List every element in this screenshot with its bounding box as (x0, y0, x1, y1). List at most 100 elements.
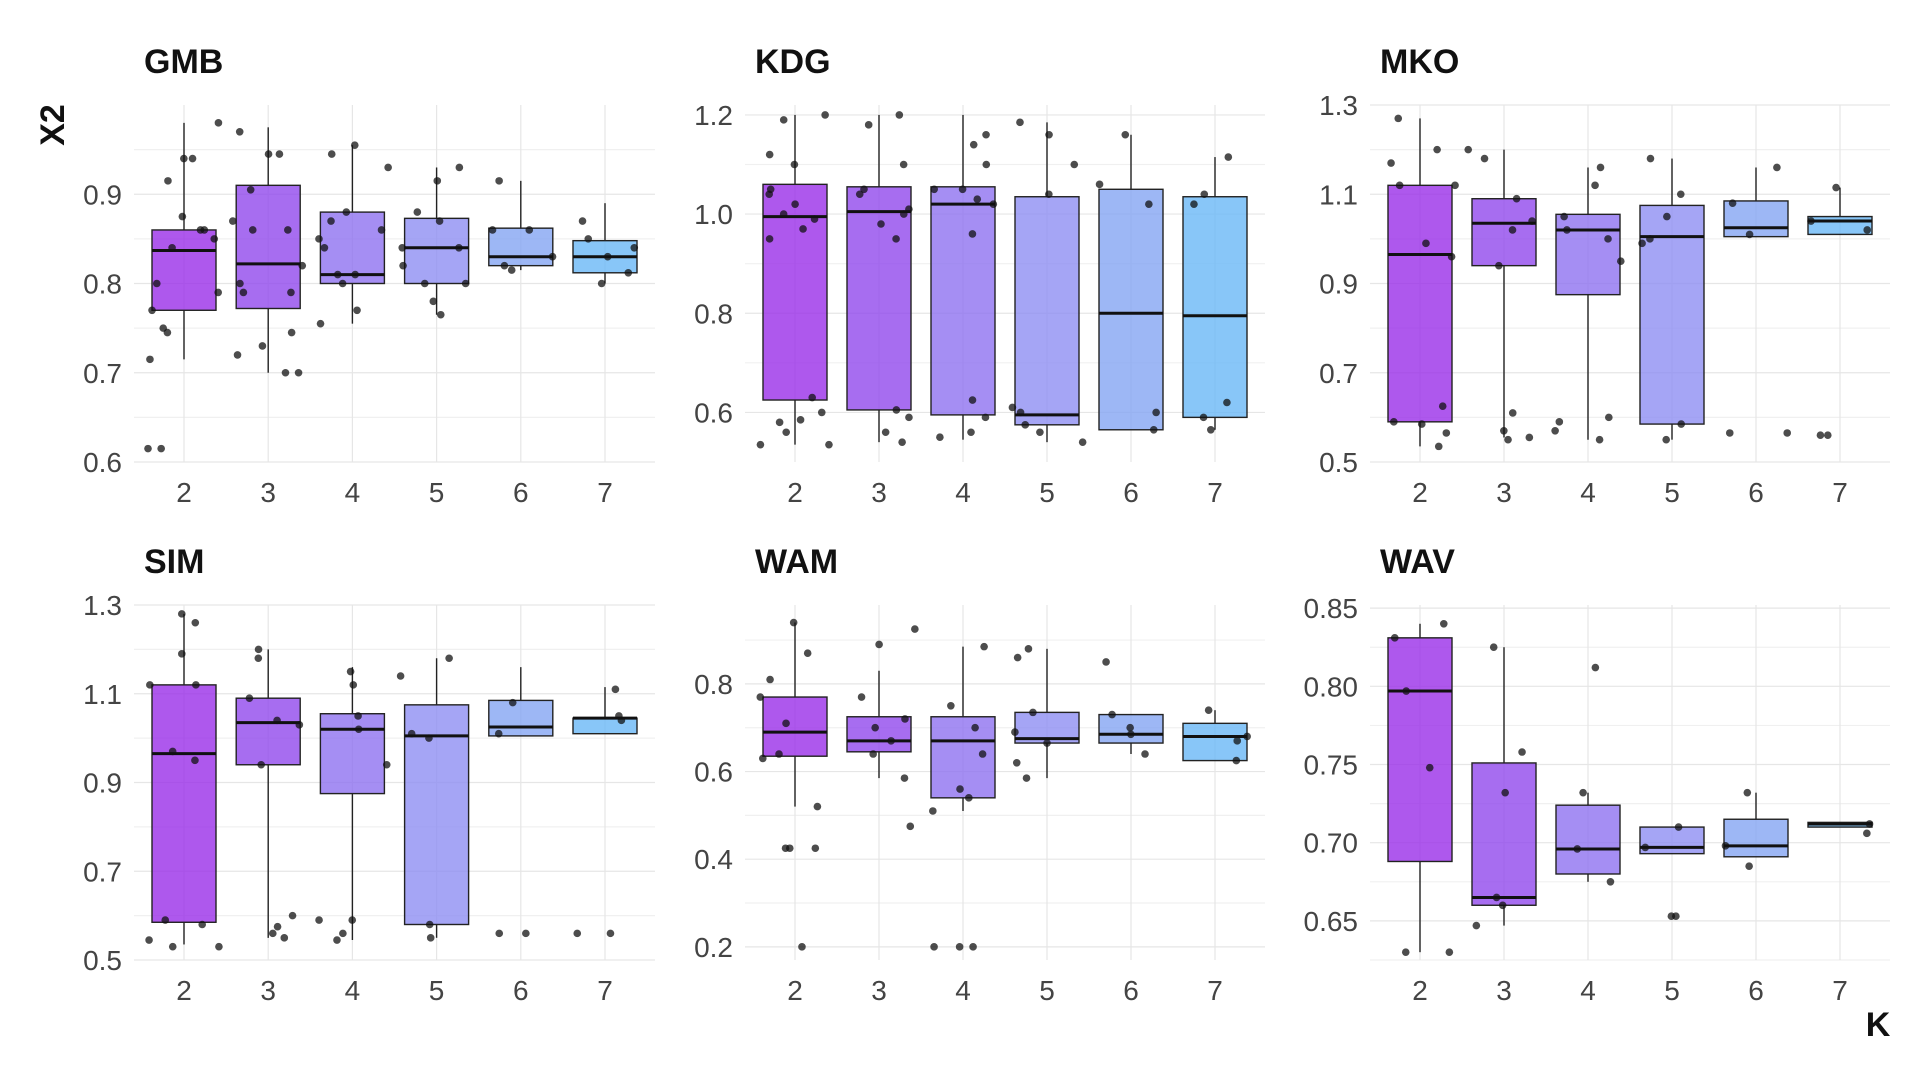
data-point (407, 729, 416, 738)
data-point (146, 681, 154, 689)
y-tick-label: 1.3 (83, 590, 122, 621)
data-point (354, 725, 363, 734)
data-point (146, 355, 154, 364)
data-point (1022, 774, 1031, 782)
box-2 (1387, 637, 1453, 863)
x-tick-label: 2 (1412, 477, 1428, 508)
data-point (789, 618, 798, 627)
data-point (1200, 190, 1209, 199)
box-4 (930, 716, 996, 799)
data-point (426, 934, 435, 942)
data-point (1646, 235, 1654, 243)
data-point (348, 916, 357, 924)
box-3 (235, 184, 301, 310)
data-point (1204, 706, 1213, 714)
data-point (1807, 217, 1815, 225)
data-point (869, 750, 877, 758)
x-tick-label: 7 (1207, 975, 1223, 1006)
x-tick-label: 6 (1123, 975, 1139, 1006)
data-point (825, 440, 833, 449)
data-point (164, 177, 172, 185)
y-tick-label: 0.8 (83, 269, 122, 300)
box-4 (1555, 804, 1621, 875)
data-point (1743, 788, 1752, 797)
y-tick-label: 1.1 (83, 679, 122, 710)
data-point (1029, 708, 1037, 717)
data-point (967, 428, 975, 437)
y-tick-label: 0.80 (1304, 671, 1359, 702)
data-point (1816, 431, 1825, 440)
data-point (1190, 200, 1198, 208)
box-7 (1807, 215, 1873, 236)
data-point (191, 618, 200, 627)
data-point (353, 306, 361, 315)
data-point (214, 288, 222, 297)
data-point (982, 160, 991, 169)
data-point (455, 244, 463, 252)
data-point (215, 942, 223, 951)
x-tick-label: 4 (1580, 975, 1596, 1006)
data-point (525, 226, 534, 234)
x-tick-label: 6 (1748, 975, 1764, 1006)
data-point (855, 190, 864, 199)
data-point (264, 150, 273, 158)
x-tick-label: 3 (871, 975, 887, 1006)
data-point (384, 163, 392, 172)
data-point (192, 681, 200, 689)
data-point (1422, 239, 1430, 248)
y-tick-label: 0.6 (694, 757, 733, 788)
data-point (1480, 154, 1489, 163)
data-point (901, 715, 909, 723)
data-point (790, 160, 799, 169)
data-point (235, 127, 244, 136)
data-point (965, 794, 973, 802)
data-point (342, 208, 351, 216)
data-point (1508, 409, 1517, 417)
data-point (759, 754, 767, 763)
data-point (1445, 948, 1454, 956)
data-point (399, 261, 407, 270)
box-3 (846, 716, 912, 753)
data-point (1141, 750, 1149, 758)
data-point (899, 210, 908, 218)
box-7 (572, 717, 638, 735)
box-6 (1723, 818, 1789, 858)
data-point (1108, 710, 1116, 719)
x-tick-label: 5 (429, 975, 445, 1006)
data-point (315, 235, 323, 243)
data-point (1045, 130, 1053, 139)
y-axis-title: X2 (34, 104, 72, 146)
x-tick-label: 6 (513, 477, 529, 508)
data-point (1667, 912, 1676, 921)
data-point (1394, 114, 1403, 123)
data-point (287, 328, 296, 337)
data-point (295, 721, 304, 729)
data-point (1641, 843, 1650, 852)
x-tick-label: 2 (787, 975, 803, 1006)
data-point (144, 444, 152, 453)
y-tick-label: 0.9 (1319, 269, 1358, 300)
data-point (333, 936, 341, 944)
data-point (1008, 403, 1017, 412)
data-point (1439, 619, 1448, 628)
x-tick-label: 2 (787, 477, 803, 508)
box-7 (1182, 196, 1248, 419)
data-point (214, 119, 223, 127)
box-4 (930, 186, 996, 416)
data-point (1863, 226, 1871, 234)
data-point (420, 279, 429, 288)
data-point (603, 252, 612, 261)
data-point (892, 235, 900, 243)
data-point (968, 230, 977, 238)
data-point (956, 785, 964, 793)
data-point (968, 396, 977, 404)
data-point (779, 116, 788, 124)
y-tick-label: 0.9 (83, 179, 122, 210)
x-tick-label: 5 (1664, 477, 1680, 508)
x-tick-label: 7 (597, 975, 613, 1006)
panel-gmb: 0.6 0.7 0.8 0.9 2 3 4 5 6 7 GMB (83, 43, 655, 508)
data-point (1447, 252, 1456, 261)
data-point (435, 217, 444, 225)
data-point (1390, 634, 1399, 642)
data-point (257, 760, 265, 769)
